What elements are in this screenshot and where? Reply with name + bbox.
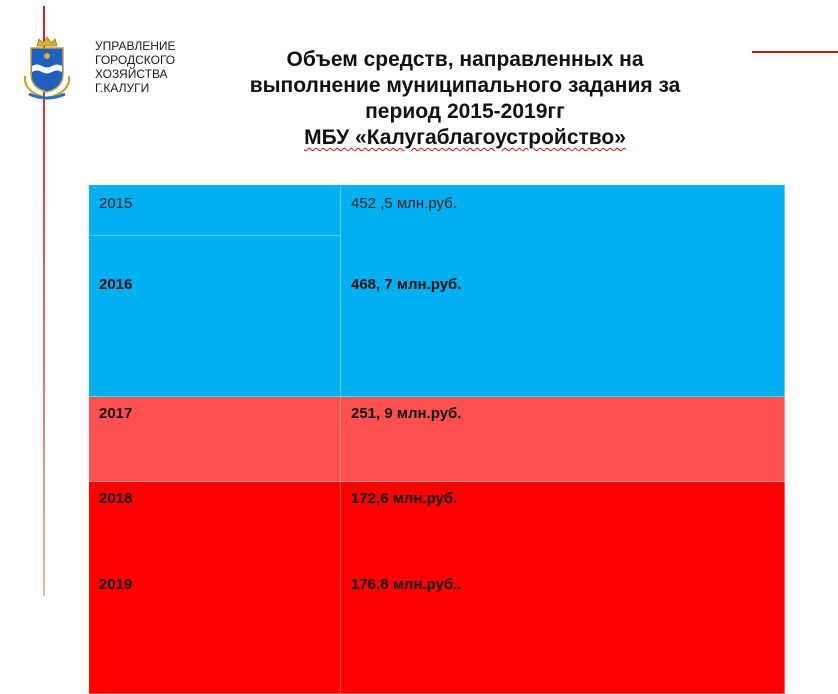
title-line: период 2015-2019гг xyxy=(365,100,565,123)
kaluga-coat-of-arms-icon xyxy=(23,36,71,100)
table-row: 2015 452 ,5 млн.руб. xyxy=(88,184,785,236)
value-cell: 452 ,5 млн.руб. xyxy=(340,184,785,236)
year-cell: 2017 xyxy=(88,396,341,482)
value-cell: 176,8 млн.руб.. xyxy=(340,530,785,694)
title-line: выполнение муниципального задания за xyxy=(249,74,681,97)
organization-name: УПРАВЛЕНИЕ ГОРОДСКОГО ХОЗЯЙСТВА Г.КАЛУГИ xyxy=(95,39,176,95)
table-row: 2018 172,6 млн.руб. xyxy=(88,481,785,530)
vertical-accent-line xyxy=(43,6,45,596)
page-title: Объем средств, направленных на выполнени… xyxy=(200,47,730,151)
org-line: ХОЗЯЙСТВА xyxy=(95,67,168,81)
value-cell: 468, 7 млн.руб. xyxy=(340,235,785,397)
horizontal-accent-line xyxy=(752,51,838,53)
funding-table: 2015 452 ,5 млн.руб. 2016 468, 7 млн.руб… xyxy=(88,184,785,694)
title-line-organization: МБУ «Калугаблагоустройство» xyxy=(304,126,626,149)
table-row: 2017 251, 9 млн.руб. xyxy=(88,396,785,482)
year-cell: 2015 xyxy=(88,184,341,236)
year-cell: 2016 xyxy=(88,235,341,397)
org-line: УПРАВЛЕНИЕ xyxy=(95,39,176,53)
value-cell: 251, 9 млн.руб. xyxy=(340,396,785,482)
year-cell: 2019 xyxy=(88,530,341,694)
table-row: 2016 468, 7 млн.руб. xyxy=(88,235,785,397)
table-row: 2019 176,8 млн.руб.. xyxy=(88,530,785,694)
org-line: ГОРОДСКОГО xyxy=(95,53,176,67)
title-line: Объем средств, направленных на xyxy=(286,48,644,71)
value-cell: 172,6 млн.руб. xyxy=(340,481,785,530)
org-line: Г.КАЛУГИ xyxy=(95,81,150,95)
year-cell: 2018 xyxy=(88,481,341,530)
